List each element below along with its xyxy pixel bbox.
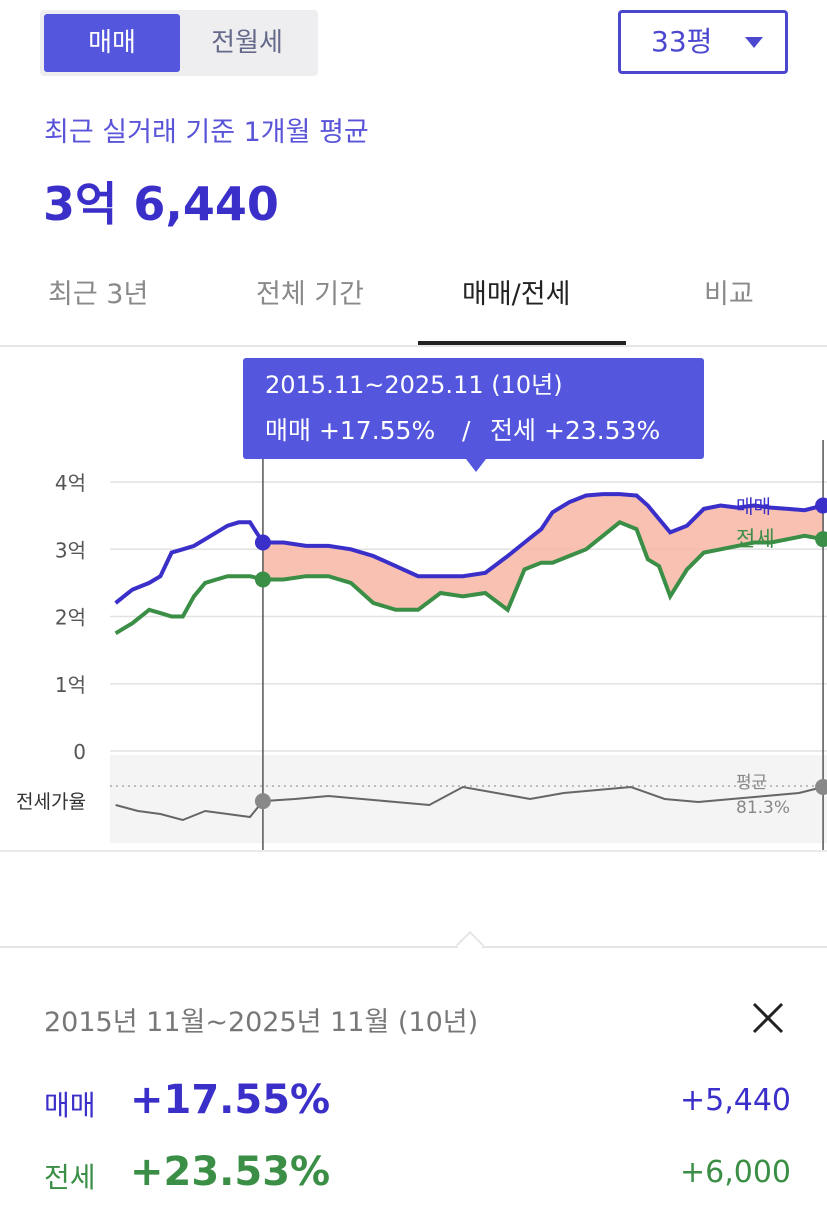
tooltip-pointer [466,459,486,472]
size-select[interactable]: 33평 [618,10,788,74]
tab-sale-jeonse[interactable]: 매매/전세 [462,279,571,310]
detail-divider [0,946,827,948]
ratio-average-value: 81.3% [736,798,790,818]
summary-subtitle: 최근 실거래 기준 1개월 평균 [44,117,369,148]
tooltip-jeonse-change: 전세 +23.53% [490,416,660,445]
y-tick-label: 0 [73,740,86,764]
sale-price-line [114,492,824,605]
rent-toggle-button[interactable]: 전월세 [211,28,283,58]
tooltip-box [243,358,704,459]
tooltip-range: 2015.11~2025.11 (10년) [265,371,563,399]
chart-divider [0,850,827,852]
chevron-down-icon [745,37,763,48]
average-price: 3억 6,440 [43,177,279,231]
detail-jeonse-amount: +6,000 [679,1155,791,1190]
detail-sale-percent: +17.55% [130,1077,331,1123]
sale-end-marker[interactable] [815,497,827,514]
y-tick-label: 2억 [55,606,86,630]
tooltip-separator: / [462,416,471,445]
y-tick-label: 1억 [55,673,86,697]
tab-compare[interactable]: 비교 [704,279,754,310]
active-tab-underline [418,341,626,345]
detail-sale-amount: +5,440 [679,1083,791,1118]
jeonse-ratio-line [115,785,824,822]
trade-type-toggle: 매매 전월세 [40,10,318,76]
detail-period: 2015년 11월~2025년 11월 (10년) [44,1007,479,1038]
selection-tooltip: 2015.11~2025.11 (10년) 매매 +17.55% / 전세 +2… [243,358,704,472]
gap-fill-area [262,494,824,610]
detail-pointer [455,930,485,960]
jeonse-price-line [114,520,824,636]
period-tabs: 최근 3년 전체 기간 매매/전세 비교 [0,250,827,347]
tab-all-period[interactable]: 전체 기간 [256,279,364,310]
tab-recent-3-years[interactable]: 최근 3년 [48,279,149,310]
sale-toggle-button[interactable]: 매매 [44,14,180,72]
tooltip-sale-change: 매매 +17.55% [265,416,435,445]
detail-jeonse-label: 전세 [44,1161,96,1194]
sale-series-label: 매매 [736,496,771,518]
ratio-start-marker[interactable] [254,793,271,810]
sale-start-marker[interactable] [254,534,271,551]
detail-jeonse-percent: +23.53% [130,1149,331,1195]
ratio-average-label: 평균 [736,773,767,793]
size-select-value: 33평 [651,25,713,58]
y-tick-label: 3억 [55,538,86,562]
ratio-label: 전세가율 [16,791,86,813]
y-tick-label: 4억 [55,471,86,495]
jeonse-series-label: 전세 [736,527,775,551]
ratio-end-marker[interactable] [815,779,827,795]
ratio-band-background [110,755,827,843]
jeonse-end-marker[interactable] [815,531,827,548]
jeonse-start-marker[interactable] [254,571,271,588]
detail-sale-label: 매매 [44,1089,96,1122]
close-icon[interactable] [750,1000,786,1036]
